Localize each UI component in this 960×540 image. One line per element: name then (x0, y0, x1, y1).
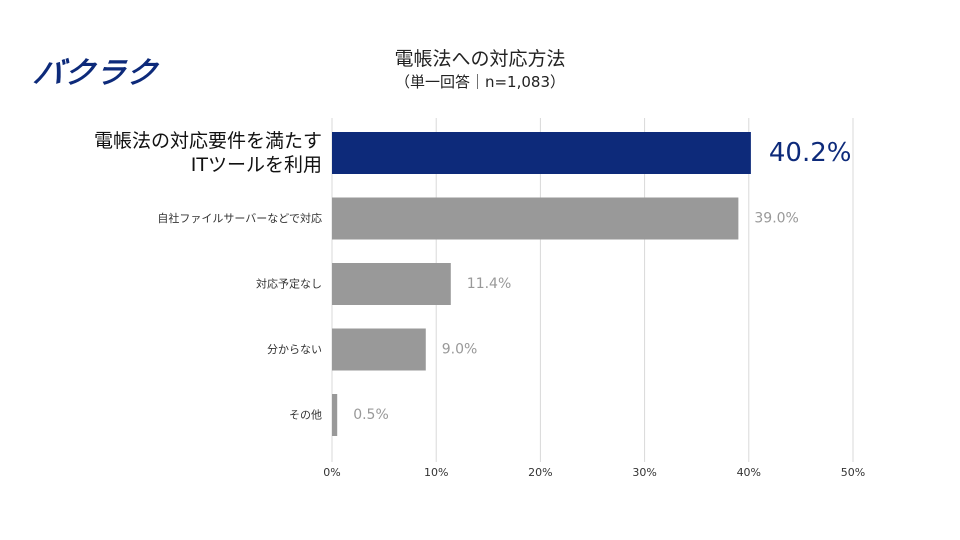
value-label-2: 11.4% (467, 276, 511, 292)
bar-1 (332, 197, 739, 240)
category-label-4: その他 (289, 409, 322, 422)
value-label-3: 9.0% (442, 342, 478, 358)
x-tick-label-40: 40% (737, 466, 761, 479)
x-tick-label-0: 0% (323, 466, 340, 479)
value-label-0: 40.2% (769, 138, 852, 168)
x-tick-label-50: 50% (841, 466, 865, 479)
chart-title: 電帳法への対応方法 (394, 48, 566, 70)
bar-2 (332, 263, 451, 305)
bar-4 (332, 394, 338, 436)
category-label-0-0: 電帳法の対応要件を満たす (94, 130, 322, 152)
value-label-4: 0.5% (353, 407, 389, 423)
bar-3 (332, 328, 426, 371)
bar-0 (332, 132, 751, 174)
category-label-3: 分からない (267, 343, 322, 356)
category-label-1: 自社ファイルサーバーなどで対応 (157, 211, 322, 225)
value-label-1: 39.0% (754, 211, 798, 227)
x-tick-label-10: 10% (424, 466, 448, 479)
chart-subtitle: （単一回答｜n=1,083） (394, 73, 566, 91)
category-label-0-1: ITツールを利用 (191, 154, 322, 176)
category-label-2: 対応予定なし (256, 277, 322, 291)
x-tick-label-30: 30% (632, 466, 656, 479)
x-tick-label-20: 20% (528, 466, 552, 479)
